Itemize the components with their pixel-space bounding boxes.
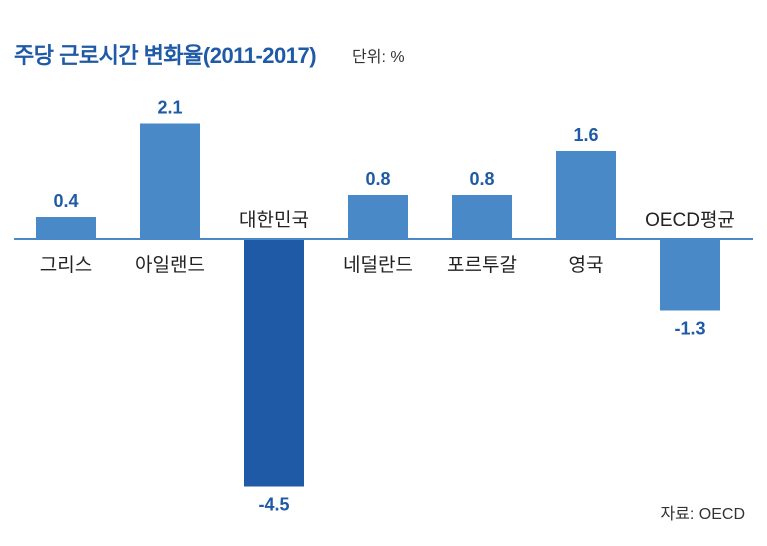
value-label-4: 0.8 (469, 169, 494, 189)
bar-4 (452, 195, 512, 239)
bar-1 (140, 123, 200, 239)
bar-2 (244, 239, 304, 487)
category-label-5: 영국 (569, 254, 604, 276)
bar-5 (556, 151, 616, 239)
value-label-6: -1.3 (674, 319, 705, 339)
category-label-3: 네덜란드 (343, 254, 413, 276)
category-label-0: 그리스 (40, 254, 92, 276)
chart-title: 주당 근로시간 변화율(2011-2017) (14, 43, 317, 68)
bar-0 (36, 217, 96, 239)
value-label-2: -4.5 (258, 495, 289, 515)
category-label-6: OECD평균 (645, 209, 735, 231)
category-label-2: 대한민국 (239, 209, 309, 231)
bar-6 (660, 239, 720, 311)
category-label-4: 포르투갈 (447, 254, 517, 276)
value-label-0: 0.4 (53, 191, 78, 211)
source-label: 자료: OECD (660, 506, 745, 523)
value-label-5: 1.6 (573, 125, 598, 145)
bar-3 (348, 195, 408, 239)
value-label-1: 2.1 (157, 98, 182, 118)
category-label-1: 아일랜드 (135, 254, 205, 276)
value-label-3: 0.8 (365, 169, 390, 189)
unit-label: 단위: % (352, 49, 405, 66)
